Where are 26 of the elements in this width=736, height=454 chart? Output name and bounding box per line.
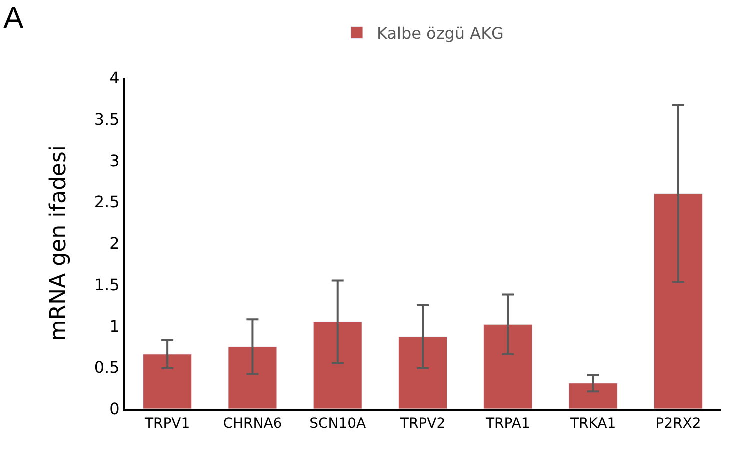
y-tick-label: 1 bbox=[110, 316, 120, 336]
x-tick-label: TRPA1 bbox=[484, 416, 530, 432]
bar bbox=[568, 383, 618, 409]
legend-label: Kalbe özgü AKG bbox=[377, 24, 504, 44]
bar bbox=[398, 336, 448, 409]
x-tick-label: CHRNA6 bbox=[223, 416, 282, 432]
y-tick-label: 2.5 bbox=[94, 192, 120, 212]
x-tick-label: SCN10A bbox=[310, 416, 367, 432]
bar bbox=[143, 354, 192, 409]
x-tick-label: TRPV2 bbox=[399, 416, 446, 432]
y-tick-label: 3.5 bbox=[94, 110, 120, 129]
bar bbox=[228, 346, 278, 409]
x-tick-label: TRKA1 bbox=[569, 416, 616, 432]
y-tick-label: 2 bbox=[110, 234, 120, 254]
y-axis-title: mRNA gen ifadesi bbox=[46, 145, 72, 342]
bar bbox=[484, 324, 533, 409]
bar bbox=[654, 194, 703, 409]
x-tick-label: TRPV1 bbox=[144, 416, 190, 432]
chart-title: A bbox=[4, 2, 24, 35]
y-tick-label: 0 bbox=[110, 400, 120, 419]
x-tick-label: P2RX2 bbox=[656, 416, 702, 432]
y-tick-label: 4 bbox=[110, 68, 120, 88]
y-tick-label: 1.5 bbox=[94, 275, 120, 294]
y-tick-label: 0.5 bbox=[94, 358, 120, 378]
bar bbox=[313, 322, 362, 409]
y-tick-label: 3 bbox=[110, 151, 120, 170]
